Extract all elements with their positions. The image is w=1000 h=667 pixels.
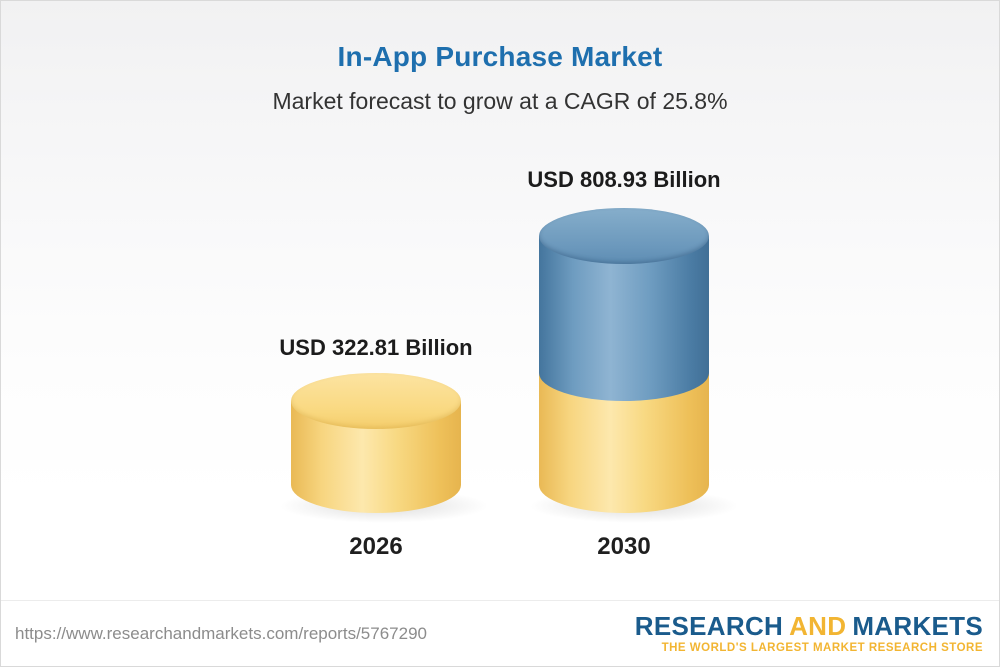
bar-2030-top-cap [539, 208, 709, 264]
chart-title: In-App Purchase Market [337, 41, 663, 72]
bar-2030 [539, 208, 709, 513]
axis-label-2026: 2026 [349, 533, 403, 560]
logo-wordmark: RESEARCH AND MARKETS [635, 612, 983, 641]
logo-word-research: RESEARCH [634, 610, 784, 641]
logo-tagline: THE WORLD'S LARGEST MARKET RESEARCH STOR… [661, 642, 983, 655]
footer: https://www.researchandmarkets.com/repor… [1, 600, 999, 666]
report-url: https://www.researchandmarkets.com/repor… [15, 623, 427, 643]
bar-value-label-2026: USD 322.81 Billion [279, 335, 473, 360]
chart-subtitle: Market forecast to grow at a CAGR of 25.… [272, 88, 728, 114]
research-and-markets-logo: RESEARCH AND MARKETS THE WORLD'S LARGEST M… [635, 612, 983, 655]
bar-2026 [291, 373, 461, 513]
logo-word-markets: MARKETS [852, 610, 983, 641]
bar-value-label-2030: USD 808.93 Billion [527, 167, 721, 192]
bar-2026-top-cap [291, 373, 461, 429]
axis-label-2030: 2030 [597, 533, 651, 560]
logo-word-and: AND [789, 610, 847, 641]
